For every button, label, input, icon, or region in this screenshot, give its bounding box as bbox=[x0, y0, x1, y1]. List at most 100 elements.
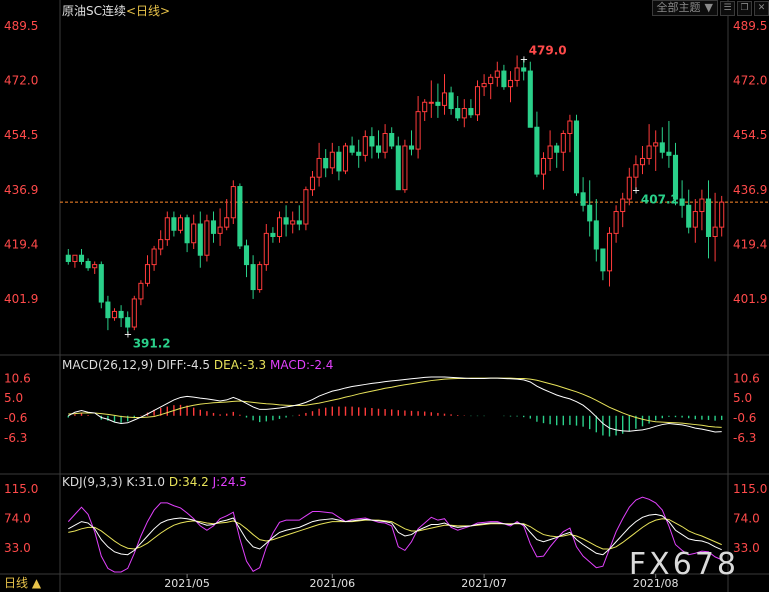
candle-body bbox=[98, 264, 104, 303]
candle-body bbox=[290, 220, 296, 225]
candle bbox=[336, 145, 342, 181]
candle-body bbox=[151, 248, 157, 266]
extreme-label: 479.0 bbox=[529, 44, 567, 58]
candle-body bbox=[692, 211, 698, 228]
candle bbox=[224, 199, 230, 231]
candle-body bbox=[527, 70, 533, 128]
macd-tick-right: 10.6 bbox=[733, 371, 760, 385]
candle-body bbox=[573, 120, 580, 194]
price-tick-right: 436.9 bbox=[733, 183, 767, 197]
candle-body bbox=[230, 186, 236, 219]
candle bbox=[210, 211, 217, 243]
candle bbox=[296, 205, 302, 231]
candle bbox=[125, 311, 131, 334]
candle bbox=[237, 183, 243, 249]
candle-body bbox=[276, 217, 283, 238]
chart-title: 原油SC连续<日线> bbox=[62, 2, 170, 19]
candle-body bbox=[600, 248, 606, 272]
extreme-marker: + bbox=[124, 329, 132, 340]
candle bbox=[481, 74, 487, 97]
candle-body bbox=[626, 176, 632, 200]
price-tick-left: 401.9 bbox=[4, 292, 38, 306]
candle bbox=[243, 239, 250, 278]
candle-body bbox=[712, 226, 718, 238]
candle bbox=[587, 180, 593, 237]
candle bbox=[323, 149, 329, 178]
x-axis-label: 2021/07 bbox=[461, 577, 507, 590]
candle-body bbox=[316, 157, 322, 178]
candle bbox=[164, 211, 170, 246]
candle bbox=[507, 71, 514, 103]
candle bbox=[72, 254, 78, 268]
candle-body bbox=[78, 254, 85, 262]
candle bbox=[593, 199, 599, 262]
list-icon[interactable]: ☰ bbox=[720, 0, 735, 16]
close-icon[interactable]: ✕ bbox=[754, 0, 769, 16]
candle bbox=[197, 211, 203, 268]
kdj-panel[interactable]: KDJ(9,3,3) K:31.0 D:34.2 J:24.5 bbox=[62, 475, 722, 573]
candle bbox=[85, 258, 91, 271]
candle bbox=[92, 261, 98, 274]
candle bbox=[435, 83, 441, 118]
extreme-marker: + bbox=[632, 186, 640, 197]
candle-body bbox=[111, 310, 118, 319]
candle-body bbox=[250, 264, 256, 291]
candle bbox=[362, 130, 368, 162]
period-label[interactable]: <日线> bbox=[126, 4, 171, 18]
kdj-tick-left: 74.0 bbox=[4, 512, 31, 526]
candle-body bbox=[92, 264, 98, 269]
candle-body bbox=[184, 217, 190, 244]
candle-body bbox=[85, 260, 91, 269]
candle bbox=[666, 121, 672, 168]
candle-body bbox=[560, 132, 566, 153]
extreme-label: 407.2 bbox=[641, 193, 679, 207]
candle-body bbox=[362, 136, 368, 156]
candle bbox=[257, 261, 263, 293]
candle bbox=[606, 227, 613, 287]
candle-body bbox=[415, 111, 421, 150]
candle-body bbox=[65, 254, 71, 262]
candle-body bbox=[369, 136, 375, 147]
candle-body bbox=[554, 145, 560, 153]
candle bbox=[204, 214, 210, 262]
candle bbox=[349, 136, 355, 156]
candle bbox=[369, 127, 375, 159]
candle bbox=[415, 96, 421, 159]
candle bbox=[131, 295, 137, 331]
kdj-header-value: K:31.0 bbox=[123, 475, 165, 489]
candle bbox=[567, 114, 573, 153]
kdj-tick-right: 33.0 bbox=[733, 541, 760, 555]
candle-body bbox=[672, 154, 679, 200]
candle-body bbox=[659, 142, 665, 153]
restore-icon[interactable]: ❐ bbox=[737, 0, 752, 16]
period-switch[interactable]: 日线 ▲ bbox=[4, 576, 42, 590]
candle bbox=[184, 214, 190, 253]
macd-tick-left: -0.6 bbox=[4, 411, 27, 425]
macd-tick-left: -6.3 bbox=[4, 431, 27, 445]
kdj-header: KDJ(9,3,3) K:31.0 D:34.2 J:24.5 bbox=[62, 475, 247, 489]
candle-body bbox=[296, 220, 302, 225]
theme-select[interactable]: 全部主题 ▼ bbox=[651, 0, 718, 16]
candle bbox=[712, 192, 718, 262]
candle bbox=[613, 205, 619, 243]
candle-body bbox=[534, 126, 540, 175]
kdj-tick-left: 33.0 bbox=[4, 541, 31, 555]
candle-body bbox=[666, 151, 672, 156]
candle-body bbox=[270, 232, 276, 238]
candle bbox=[521, 58, 527, 81]
macd-header-value: DEA:-3.3 bbox=[210, 358, 266, 372]
candle-body bbox=[375, 145, 382, 153]
candle bbox=[105, 295, 111, 331]
chevron-down-icon: ▼ bbox=[704, 1, 713, 14]
candle-body bbox=[587, 204, 593, 222]
candle bbox=[705, 180, 712, 259]
macd-panel[interactable]: MACD(26,12,9) DIFF:-4.5 DEA:-3.3 MACD:-2… bbox=[62, 358, 723, 437]
price-panel[interactable]: +479.0+391.2+407.2 bbox=[60, 44, 769, 351]
candle-body bbox=[323, 157, 329, 169]
candle-body bbox=[210, 220, 217, 234]
candle bbox=[283, 205, 289, 237]
candle-body bbox=[613, 211, 619, 234]
candle-body bbox=[474, 86, 481, 116]
